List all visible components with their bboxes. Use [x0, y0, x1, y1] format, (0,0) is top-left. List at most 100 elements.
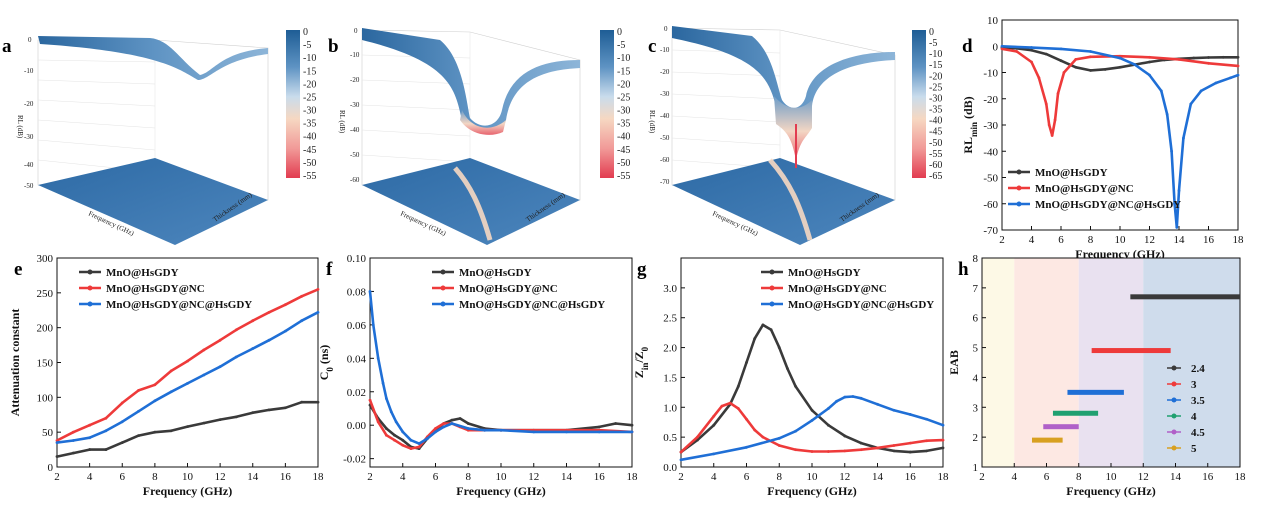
x-tick-label: 6	[744, 471, 750, 483]
data-point	[1207, 61, 1210, 65]
surface-b	[362, 28, 580, 134]
legend-label: 4	[1191, 411, 1197, 423]
legend-marker	[87, 285, 93, 291]
data-point	[1053, 118, 1057, 122]
data-point	[368, 398, 372, 402]
colorbar-b	[600, 30, 614, 178]
y-tick-label: 0.02	[347, 387, 366, 399]
data-point	[1236, 55, 1240, 59]
legend-label: MnO@HsGDY@NC@HsGDY	[1035, 199, 1181, 211]
data-point	[892, 408, 896, 412]
legend-label: MnO@HsGDY@NC	[788, 283, 887, 295]
y-tick-label: 300	[37, 253, 54, 265]
legend-label: MnO@HsGDY@NC@HsGDY	[788, 299, 934, 311]
colorbar-b-tick: -50	[617, 158, 630, 169]
data-point	[393, 438, 396, 442]
colorbar-a-tick: -20	[303, 79, 316, 90]
svg-text:0: 0	[28, 36, 32, 44]
y-tick-label: -30	[983, 120, 998, 132]
colorbar-c	[912, 30, 926, 178]
data-point	[843, 395, 847, 399]
data-point	[401, 443, 405, 447]
x-tick-label: 6	[1044, 471, 1050, 483]
x-tick-label: 16	[905, 471, 917, 483]
data-point	[71, 439, 75, 442]
data-point	[736, 407, 740, 410]
y-tick-label: 0.0	[663, 462, 677, 474]
data-point	[597, 425, 601, 429]
x-tick-label: 14	[1170, 471, 1182, 483]
data-point	[925, 417, 929, 421]
colorbar-c-tick: -15	[929, 60, 942, 71]
data-point	[941, 438, 945, 442]
x-tick-label: 16	[1202, 471, 1214, 483]
data-point	[283, 406, 287, 410]
data-point	[417, 445, 421, 449]
x-tick-label: 2	[979, 471, 985, 483]
data-point	[316, 400, 320, 404]
x-tick-label: 8	[466, 471, 472, 483]
y-tick-label: 2.0	[663, 343, 677, 355]
data-point	[186, 359, 189, 363]
data-point	[826, 407, 830, 410]
data-point	[88, 436, 92, 440]
svg-text:0: 0	[664, 25, 668, 33]
data-point	[1000, 47, 1004, 51]
data-point	[1103, 67, 1107, 71]
legend-marker	[1016, 201, 1022, 207]
data-point	[761, 323, 765, 327]
colorbar-b-tick: -20	[617, 79, 630, 90]
data-point	[202, 348, 206, 352]
x-tick-label: 12	[528, 471, 539, 483]
chart-e: 2 4 6 8 10 12 14 16 18 0 50 100 150 200 250 300 Frequenc…	[8, 253, 324, 498]
data-point	[316, 287, 320, 291]
x-tick-label: 4	[87, 471, 93, 483]
data-point	[745, 361, 748, 364]
legend-label: 2.4	[1191, 363, 1205, 375]
chart-g: 2 4 6 8 10 12 14 16 18 0.0 0.5 1.0 1.5 2.0 2.5 3.0 Frequ…	[632, 257, 949, 498]
eab-bar	[1130, 294, 1240, 300]
data-point	[892, 444, 896, 447]
data-point	[466, 427, 470, 430]
data-point	[153, 430, 157, 434]
y-axis-title: Attenuation constant	[8, 309, 22, 417]
data-point	[810, 450, 814, 453]
data-point	[153, 399, 157, 403]
legend-marker	[1171, 445, 1177, 451]
panel-a-label: a	[2, 36, 12, 57]
y-tick-label: 6	[973, 313, 979, 325]
x-tick-label: 4	[400, 471, 406, 483]
svg-text:-30: -30	[350, 101, 360, 109]
data-point	[876, 446, 879, 450]
band	[982, 258, 1015, 467]
legend-marker	[1171, 429, 1177, 435]
data-point	[300, 319, 304, 323]
svg-text:-10: -10	[660, 46, 670, 54]
panel-d-label: d	[962, 36, 973, 57]
x-tick-label: 10	[182, 471, 194, 483]
data-point	[1037, 76, 1041, 80]
data-point	[55, 441, 59, 445]
data-point	[941, 446, 945, 450]
x-tick-label: 12	[1138, 471, 1149, 483]
colorbar-a-tick: -15	[303, 66, 316, 77]
data-point	[843, 434, 847, 438]
colorbar-b-tick: -35	[617, 119, 630, 130]
panel-e-label: e	[14, 259, 22, 280]
y-tick-label: 50	[42, 427, 54, 439]
x-tick-label: 16	[1203, 234, 1215, 246]
data-point	[137, 409, 140, 413]
legend-label: MnO@HsGDY	[788, 267, 861, 279]
x-tick-label: 12	[839, 471, 850, 483]
colorbar-c-tick: -20	[929, 71, 942, 82]
data-point	[120, 420, 124, 424]
colorbar-c-tick: -60	[929, 160, 942, 171]
y-tick-label: 200	[37, 323, 54, 335]
legend-marker	[1016, 185, 1022, 191]
x-tick-label: 8	[1076, 471, 1082, 483]
colorbar-b-tick: -40	[617, 132, 630, 143]
legend-marker	[769, 301, 775, 307]
panel-b: b 0 -10 -20 -30 -40 -50 -60 RL (dB) Freq…	[328, 27, 630, 245]
data-point	[1133, 63, 1137, 67]
data-point	[137, 434, 140, 438]
